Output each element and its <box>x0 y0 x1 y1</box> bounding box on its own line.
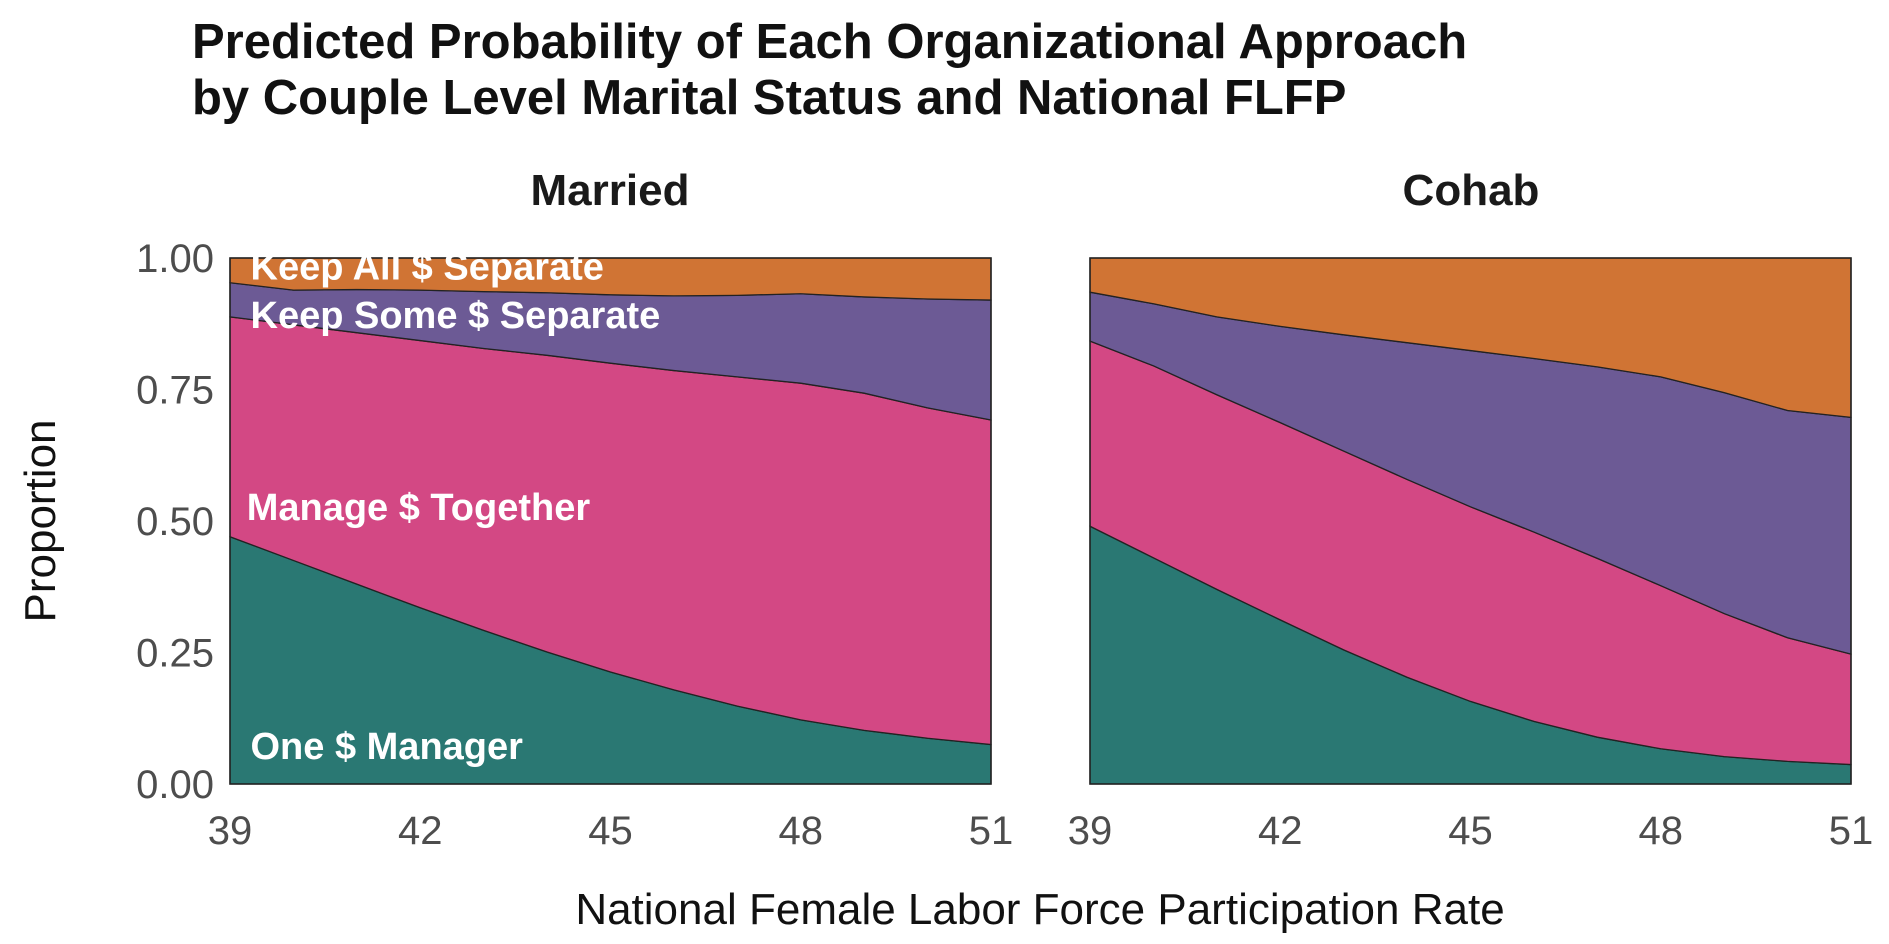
area-label-keep-some-separate: Keep Some $ Separate <box>251 295 661 337</box>
x-tick-label: 39 <box>1068 809 1113 853</box>
x-tick-label: 51 <box>1829 809 1874 853</box>
facet-label-cohab: Cohab <box>1403 166 1540 215</box>
x-tick-label: 42 <box>398 809 443 853</box>
x-tick-label: 51 <box>969 809 1014 853</box>
x-tick-label: 45 <box>588 809 633 853</box>
y-axis: 0.00 0.25 0.50 0.75 1.00 <box>136 237 214 807</box>
panel-cohab: Cohab <box>1089 166 1852 785</box>
area-label-one-manager: One $ Manager <box>251 726 524 768</box>
area-label-keep-all-separate: Keep All $ Separate <box>251 247 604 289</box>
panel-border <box>1089 257 1852 785</box>
panel-married: Married Keep All $ Separate Keep Some $ S… <box>229 166 992 785</box>
y-tick-label: 0.50 <box>136 500 214 544</box>
y-axis-title: Proportion <box>16 419 65 622</box>
chart-subtitle: by Couple Level Marital Status and Natio… <box>192 71 1346 125</box>
x-tick-label: 45 <box>1448 809 1493 853</box>
x-tick-label: 48 <box>779 809 824 853</box>
x-tick-label: 39 <box>208 809 253 853</box>
facet-label-married: Married <box>531 166 690 215</box>
y-tick-label: 1.00 <box>136 237 214 281</box>
y-tick-label: 0.25 <box>136 632 214 676</box>
x-tick-label: 42 <box>1258 809 1303 853</box>
y-tick-label: 0.75 <box>136 369 214 413</box>
panel-border <box>229 257 992 785</box>
y-tick-label: 0.00 <box>136 763 214 807</box>
x-tick-label: 48 <box>1639 809 1684 853</box>
area-label-manage-together: Manage $ Together <box>247 487 591 529</box>
x-axis: 39 42 45 48 51 39 42 45 48 51 <box>208 809 1874 853</box>
chart-title: Predicted Probability of Each Organizati… <box>192 15 1467 69</box>
x-axis-title: National Female Labor Force Participatio… <box>575 885 1504 934</box>
